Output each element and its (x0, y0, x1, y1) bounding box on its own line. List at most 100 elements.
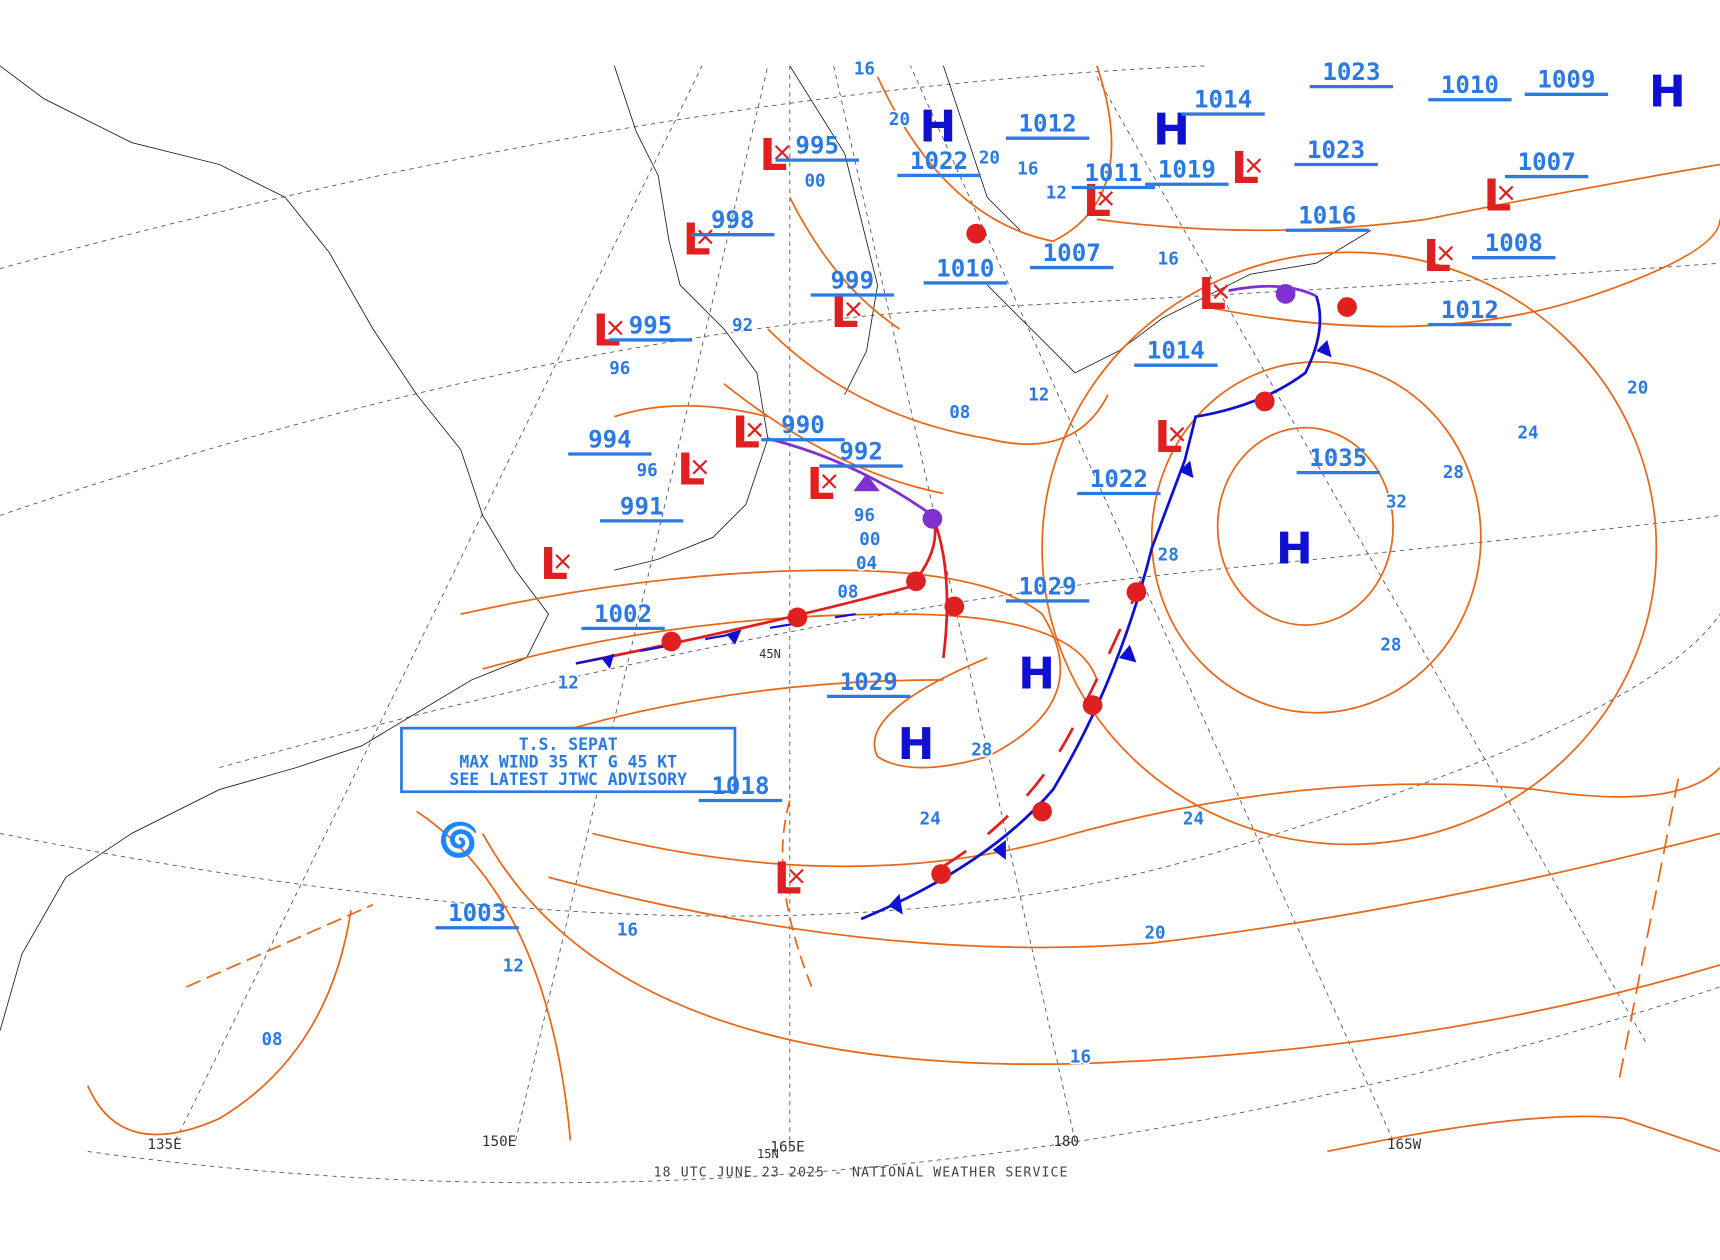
isobar-label: 32 (1386, 493, 1407, 513)
isobar-label: 16 (1158, 249, 1179, 269)
pressure-label: 1016 (1298, 202, 1356, 230)
isobar-label: 28 (1158, 545, 1179, 565)
low-x (821, 474, 837, 489)
isobar-label: 16 (854, 60, 875, 80)
pressure-label: 1010 (936, 254, 994, 282)
isobar-label: 04 (856, 554, 877, 574)
high-symbol: H (898, 719, 935, 770)
advisory-box (400, 726, 737, 794)
pressure-label: 1022 (910, 147, 968, 175)
isobar-label: 16 (1017, 159, 1038, 179)
pressure-label: 990 (781, 411, 825, 439)
storm-symbol: 🌀 (438, 820, 479, 859)
isobar-label: 08 (949, 403, 970, 423)
footer: 18 UTC JUNE 23 2025 - NATIONAL WEATHER S… (654, 1166, 1069, 1181)
pressure-label: 1003 (448, 899, 506, 927)
low-symbol: L (1198, 269, 1226, 320)
pressure-label: 1023 (1307, 136, 1365, 164)
isobar-label: 16 (1070, 1048, 1091, 1068)
fronts (575, 223, 1357, 921)
longitude-label: 165E (770, 1139, 804, 1155)
isobars (86, 65, 1720, 1153)
low-symbol: L (1423, 231, 1451, 282)
pressure-label: 1012 (1019, 110, 1077, 138)
pressure-label: 992 (839, 437, 883, 465)
isobar-label: 12 (1046, 183, 1067, 203)
advisory-line: MAX WIND 35 KT G 45 KT (459, 753, 677, 772)
isobar-label: 96 (609, 359, 630, 379)
pressure-label: 1007 (1043, 239, 1101, 267)
low-symbol: L (1483, 171, 1511, 222)
low-symbol: L (1231, 143, 1259, 194)
svg-text:🌀: 🌀 (438, 820, 479, 859)
isobar-label: 28 (1443, 463, 1464, 483)
isobar-label: 12 (503, 957, 524, 977)
pressure-label: 1007 (1518, 148, 1576, 176)
coastlines (0, 65, 1372, 1031)
low-symbol: L (1154, 412, 1182, 463)
pressure-label: 1008 (1485, 229, 1543, 257)
low-x (747, 422, 763, 438)
low-x (692, 459, 708, 475)
isobar-label: 12 (558, 674, 579, 694)
isobar-label: 08 (261, 1030, 282, 1050)
isobar-label: 16 (617, 920, 638, 940)
isobar-label: 28 (971, 741, 992, 761)
pressure-label: 1023 (1322, 58, 1380, 86)
longitude-label: 180 (1053, 1134, 1079, 1150)
low-symbol: L (593, 305, 621, 356)
advisory-line: T.S. SEPAT (519, 735, 618, 754)
pressure-label: 1019 (1158, 156, 1216, 184)
isobar-label: 28 (1380, 635, 1401, 655)
pressure-label: 1014 (1194, 85, 1252, 113)
pressure-label: 1029 (840, 668, 898, 696)
low-x (1213, 284, 1229, 300)
low-x (789, 868, 804, 884)
low-symbol: L (540, 539, 568, 590)
longitude-label: 150E (482, 1134, 516, 1150)
isobar-label: 24 (1183, 810, 1204, 830)
graticule (0, 65, 1720, 1184)
low-symbol: L (1083, 176, 1111, 227)
pressure-label: 1014 (1147, 337, 1205, 365)
pressure-label: 1009 (1537, 66, 1595, 94)
pressure-label: 1012 (1441, 296, 1499, 324)
isobar-label: 24 (920, 810, 941, 830)
high-symbol: H (1649, 66, 1686, 117)
low-x (608, 320, 623, 336)
isobar-label: 24 (1517, 424, 1538, 444)
low-symbol: L (683, 214, 711, 265)
latitude-label: 15N (757, 1147, 779, 1161)
low-x (555, 554, 571, 569)
pressure-label: 991 (620, 492, 664, 520)
low-x (1246, 158, 1262, 173)
pressure-label: 1002 (594, 600, 652, 628)
advisory-line: SEE LATEST JTWC ADVISORY (449, 770, 687, 789)
pressure-label: 1018 (711, 772, 769, 800)
low-x (846, 301, 861, 317)
isobar-label: 08 (837, 583, 858, 603)
low-x (1438, 245, 1454, 261)
high-symbol: H (1276, 524, 1313, 575)
isobar-label: 96 (637, 461, 658, 481)
isobar-label: 20 (1627, 379, 1648, 399)
low-x (1098, 191, 1114, 206)
longitude-label: 135E (147, 1137, 181, 1153)
latitude-label: 45N (759, 647, 781, 661)
isobar-label: 20 (1145, 924, 1166, 944)
pressure-label: 995 (629, 311, 673, 339)
low-symbol: L (732, 407, 760, 458)
isobar-label: 12 (1028, 385, 1049, 405)
pressure-label: 999 (831, 266, 875, 294)
low-symbol: L (774, 854, 802, 905)
pressure-label: 998 (711, 206, 755, 234)
longitude-label: 165W (1387, 1137, 1422, 1153)
pressure-label: 994 (588, 425, 632, 453)
low-x (697, 229, 713, 245)
pressure-label: 1035 (1309, 444, 1367, 472)
pressure-label: 1029 (1019, 572, 1077, 600)
pressure-label: 1010 (1441, 71, 1499, 99)
high-symbol: H (1018, 649, 1055, 700)
low-x (1169, 426, 1185, 442)
